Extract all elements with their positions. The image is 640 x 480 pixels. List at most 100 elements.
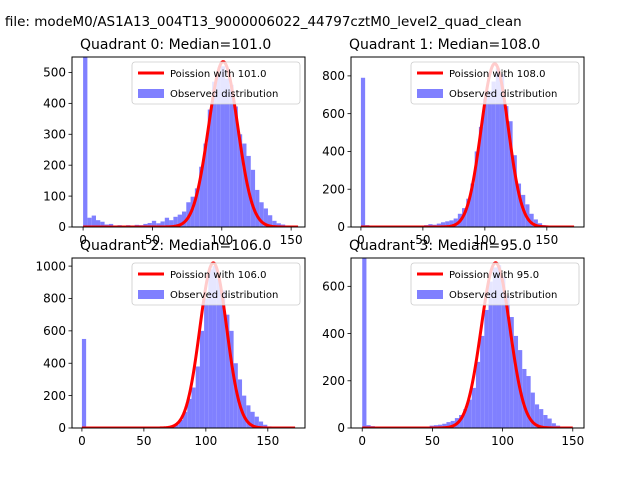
legend-label-observed: Observed distribution — [170, 290, 278, 301]
x-tick-label: 100 — [210, 233, 233, 247]
subplot-title: Quadrant 0: Median=101.0 — [80, 37, 271, 53]
y-tick-label: 800 — [322, 69, 345, 83]
y-tick-label: 0 — [337, 220, 345, 234]
histogram-bar — [442, 423, 447, 428]
poisson-curve — [360, 62, 575, 227]
histogram-bar — [508, 121, 513, 227]
histogram-bar — [212, 81, 217, 227]
histogram-bar — [513, 335, 519, 428]
histogram-bar — [87, 217, 92, 227]
y-tick-label: 200 — [322, 374, 345, 388]
figure-title: n file: modeM0/AS1A13_004T13_9000006022_… — [0, 14, 522, 30]
x-tick-label: 100 — [194, 434, 217, 448]
poisson-curve — [82, 60, 299, 227]
histogram-bar — [436, 223, 441, 227]
legend-bar-swatch — [417, 290, 443, 299]
histogram-bar — [530, 392, 535, 428]
legend-frame — [410, 262, 580, 306]
x-tick-label: 0 — [358, 434, 366, 448]
axes-frame — [350, 56, 585, 228]
histogram-bar — [509, 317, 514, 428]
histogram-bar — [242, 143, 247, 227]
histogram-bar — [480, 335, 485, 428]
histogram-bar — [250, 411, 255, 428]
histogram-bar — [474, 151, 479, 227]
histogram-bar — [229, 330, 234, 428]
y-tick-label: 1000 — [35, 259, 66, 273]
axes-frame — [71, 56, 306, 228]
subplot-quadrant-1: 0 50 100 150 0 200 400 600 800 Poission with 108.… — [322, 37, 585, 247]
histogram-bar — [246, 405, 251, 428]
histogram-bar — [501, 276, 506, 428]
histogram-bar — [539, 409, 544, 428]
y-tick-label: 400 — [322, 145, 345, 159]
legend-bar-swatch — [138, 290, 164, 299]
axes-frame — [71, 257, 306, 429]
histogram-bar — [191, 387, 196, 428]
histogram-bar — [164, 217, 170, 227]
subplot-title: Quadrant 2: Median=106.0 — [80, 238, 271, 254]
subplot-title: Quadrant 3: Median=95.0 — [349, 238, 531, 254]
poisson-curve — [361, 261, 574, 428]
histogram-bar — [534, 404, 540, 428]
histogram-bar — [204, 298, 209, 428]
histogram-bar — [272, 220, 277, 227]
y-tick-label: 0 — [58, 421, 66, 435]
histogram-bar — [83, 57, 88, 227]
histogram-bar — [199, 330, 205, 428]
histogram-bar — [224, 78, 230, 227]
legend: Poission with 106.0 Observed distribution — [131, 262, 301, 306]
histogram-bar — [208, 269, 213, 428]
histogram-bar — [95, 220, 101, 227]
y-tick-label: 0 — [337, 421, 345, 435]
histogram-bar — [250, 169, 256, 227]
histogram-bar — [446, 422, 451, 428]
histogram-bar — [470, 183, 475, 227]
histogram-bar — [233, 363, 238, 428]
histogram-bar — [495, 68, 500, 227]
histogram-bar — [229, 84, 234, 227]
histogram-bar — [195, 366, 200, 428]
histogram-bar — [492, 267, 497, 428]
histogram-bar — [440, 222, 446, 227]
x-tick-label: 150 — [561, 434, 584, 448]
legend-label-poisson: Poission with 106.0 — [170, 270, 266, 281]
histogram-bar — [526, 376, 531, 428]
histogram-bar — [478, 126, 484, 227]
histogram-bar — [220, 290, 226, 428]
histogram-bar — [522, 368, 527, 428]
histogram-bar — [504, 106, 509, 227]
x-tick-label: 100 — [473, 233, 496, 247]
histogram-bar — [212, 266, 217, 428]
x-tick-label: 50 — [145, 233, 160, 247]
histogram-bar — [147, 222, 152, 227]
histogram-bar — [242, 395, 247, 428]
histogram-bar — [529, 213, 534, 227]
histogram-bar — [475, 361, 481, 428]
legend-frame — [131, 61, 301, 105]
x-tick-label: 0 — [79, 233, 87, 247]
histogram-bar — [237, 134, 243, 227]
histogram-bar — [199, 166, 204, 227]
histogram-bar — [173, 216, 178, 227]
histogram-bar — [91, 215, 96, 227]
legend-label-poisson: Poission with 108.0 — [449, 69, 545, 80]
legend: Poission with 101.0 Observed distribution — [131, 61, 301, 105]
histogram-bar — [263, 424, 268, 428]
histogram-bar — [194, 188, 200, 227]
histogram-bar — [466, 198, 471, 227]
histogram-bar — [467, 399, 472, 428]
histogram-bar — [547, 418, 552, 428]
y-tick-label: 600 — [322, 107, 345, 121]
histogram-bar — [258, 421, 264, 428]
histogram-bar — [220, 66, 225, 227]
histogram-bar — [254, 416, 259, 428]
histogram-bar — [108, 223, 114, 227]
histogram-bar — [445, 221, 450, 227]
histogram-bar — [438, 424, 443, 428]
x-tick-label: 0 — [78, 434, 86, 448]
y-tick-label: 0 — [58, 220, 66, 234]
histogram-bar — [181, 211, 187, 227]
legend: Poission with 95.0 Observed distribution — [410, 262, 580, 306]
x-tick-label: 150 — [280, 233, 303, 247]
